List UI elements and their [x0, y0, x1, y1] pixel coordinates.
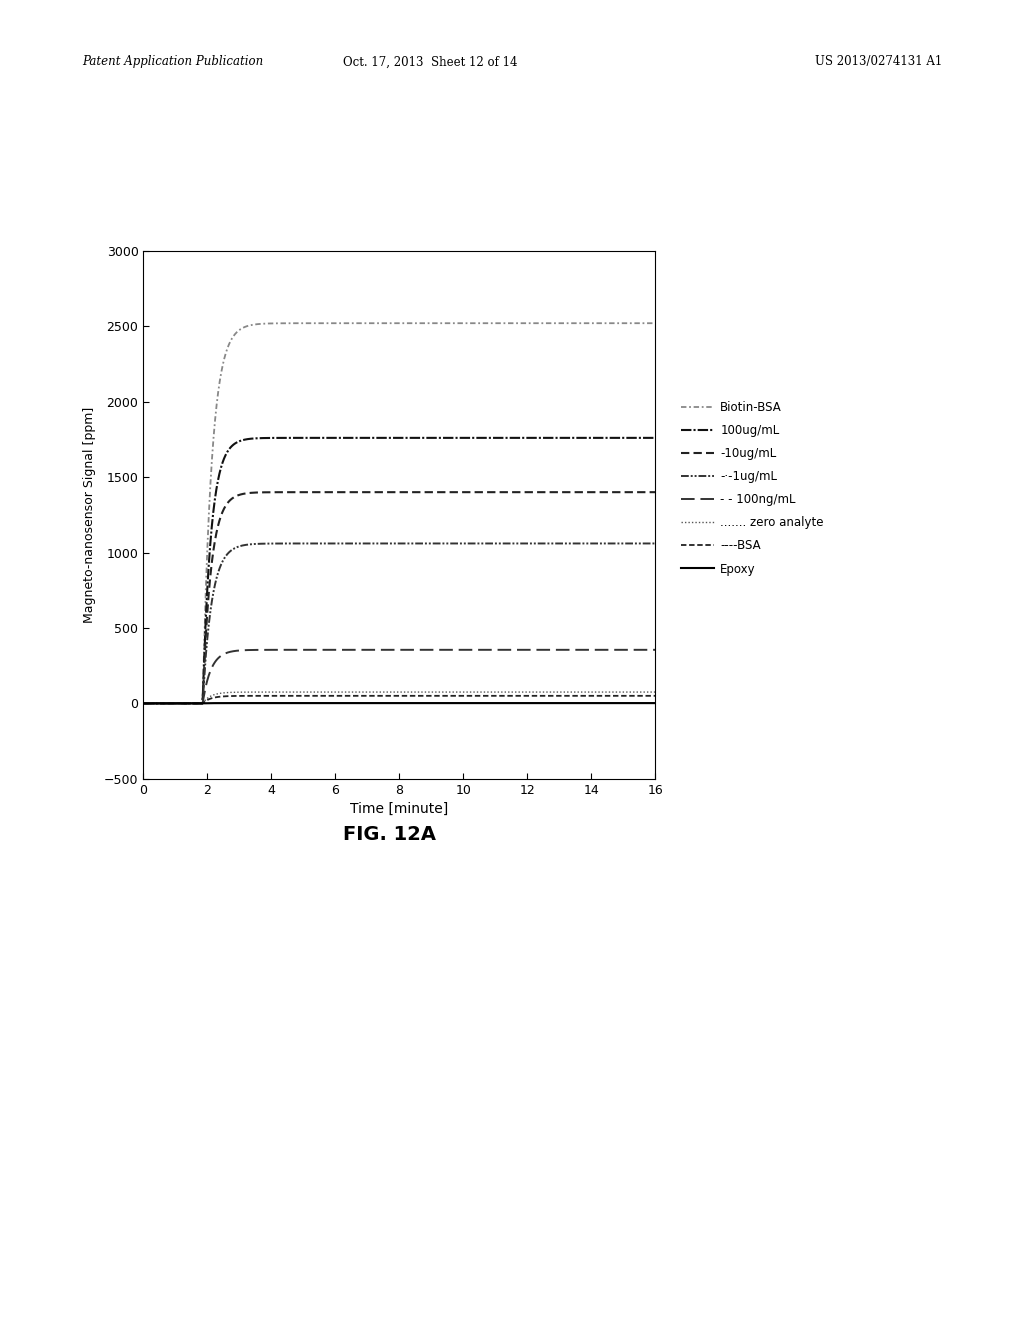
- Text: Oct. 17, 2013  Sheet 12 of 14: Oct. 17, 2013 Sheet 12 of 14: [343, 55, 517, 69]
- Text: FIG. 12A: FIG. 12A: [343, 825, 435, 843]
- Text: Patent Application Publication: Patent Application Publication: [82, 55, 263, 69]
- Y-axis label: Magneto-nanosensor Signal [ppm]: Magneto-nanosensor Signal [ppm]: [83, 407, 95, 623]
- X-axis label: Time [minute]: Time [minute]: [350, 803, 449, 816]
- Text: US 2013/0274131 A1: US 2013/0274131 A1: [815, 55, 942, 69]
- Legend: Biotin-BSA, 100ug/mL, -10ug/mL, -·-1ug/mL, - - 100ng/mL, ....... zero analyte, -: Biotin-BSA, 100ug/mL, -10ug/mL, -·-1ug/m…: [677, 396, 828, 581]
